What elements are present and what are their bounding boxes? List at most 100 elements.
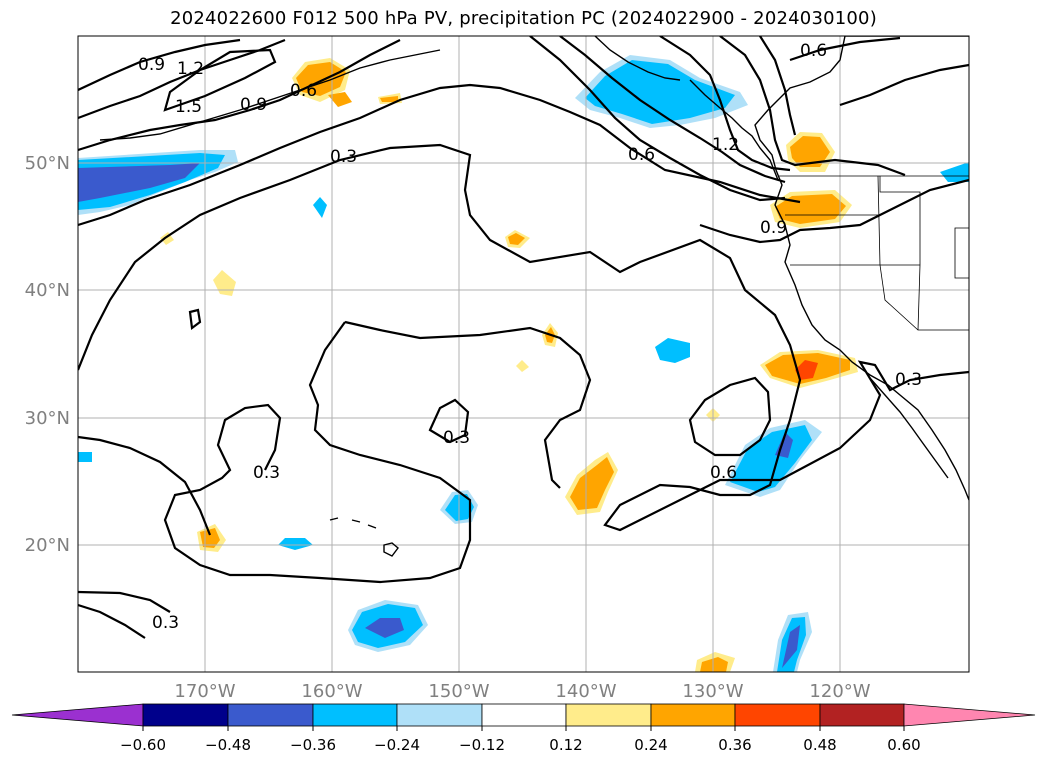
pv-contour xyxy=(78,143,969,532)
precip-positive-region xyxy=(380,96,398,102)
pv-contour xyxy=(188,308,202,331)
precip-negative-region xyxy=(365,618,404,638)
lat-label: 20°N xyxy=(25,535,70,556)
precip-positive-region xyxy=(508,233,525,245)
lon-label: 150°W xyxy=(428,681,489,702)
precip-positive-region xyxy=(790,136,830,167)
pv-contour xyxy=(78,38,241,91)
pv-contour xyxy=(163,48,277,112)
colorbar-segment xyxy=(396,703,483,727)
colorbar-segment xyxy=(565,703,652,727)
lat-label: 40°N xyxy=(25,280,70,301)
colorbar xyxy=(11,703,1036,731)
colorbar-tick-label: 0.60 xyxy=(887,736,920,754)
chart-title: 2024022600 F012 500 hPa PV, precipitatio… xyxy=(170,8,877,29)
contour-label: 0.3 xyxy=(253,463,280,483)
map-frame xyxy=(77,35,970,673)
contour-label: 0.9 xyxy=(240,95,267,115)
pv-contour xyxy=(78,39,401,152)
pv-contour xyxy=(839,63,969,107)
pv-contour xyxy=(688,376,772,457)
coastal-islands xyxy=(689,79,779,181)
colorbar-tick-label: 0.48 xyxy=(803,736,836,754)
pv-contour xyxy=(559,36,786,184)
colorbar-segment xyxy=(819,703,905,727)
aleutian-islands xyxy=(99,49,441,141)
precip-negative-region xyxy=(313,197,327,218)
contour-label: 0.9 xyxy=(760,218,787,238)
colorbar-tick-label: −0.12 xyxy=(459,736,505,754)
lat-label: 30°N xyxy=(25,408,70,429)
colorbar-tick-labels: −0.60 −0.48 −0.36 −0.24 −0.12 0.12 0.24 … xyxy=(120,736,921,754)
precip-positive-region xyxy=(795,360,818,380)
contour-label: 1.5 xyxy=(175,97,202,117)
pv-contour xyxy=(428,398,470,444)
colorbar-segment xyxy=(734,703,821,727)
state-borders xyxy=(785,175,969,331)
pv-contour xyxy=(78,435,212,536)
colorbar-segment xyxy=(650,703,736,727)
pv-contour xyxy=(344,320,592,489)
pv-contour xyxy=(719,36,906,177)
pv-contour-labels: 0.9 1.2 1.5 0.9 0.6 0.3 0.6 1.2 0.6 0.9 … xyxy=(138,41,922,633)
lat-label: 50°N xyxy=(25,153,70,174)
contour-label: 0.9 xyxy=(138,55,165,75)
pv-contour xyxy=(659,36,791,172)
precip-negative-region xyxy=(782,625,800,668)
coastlines xyxy=(99,36,969,557)
pv-contour xyxy=(78,590,171,613)
pv-contour xyxy=(78,603,146,639)
contour-label: 0.6 xyxy=(628,145,655,165)
pv-contour xyxy=(163,321,472,584)
contour-label: 0.3 xyxy=(330,147,357,167)
contour-label: 0.6 xyxy=(710,463,737,483)
contour-label: 1.2 xyxy=(712,135,739,155)
pv-contours xyxy=(78,36,969,639)
pv-contour xyxy=(529,36,786,202)
colorbar-tick-label: 0.24 xyxy=(634,736,667,754)
precip-positive-region xyxy=(160,232,174,245)
precip-positive-region xyxy=(516,360,529,372)
pv-contour xyxy=(789,36,901,62)
lon-label: 130°W xyxy=(682,681,743,702)
precip-positive-region xyxy=(700,657,728,672)
colorbar-segment xyxy=(142,703,229,727)
contour-label: 0.3 xyxy=(443,428,470,448)
colorbar-segment xyxy=(227,703,314,727)
pv-contour xyxy=(78,83,801,227)
lon-label: 160°W xyxy=(301,681,362,702)
hawaiian-islands xyxy=(329,517,399,557)
contour-label: 0.3 xyxy=(895,370,922,390)
precip-negative-region xyxy=(78,163,200,202)
pv-contour xyxy=(759,36,797,136)
contour-label: 0.6 xyxy=(290,81,317,101)
latitude-labels: 50°N 40°N 30°N 20°N xyxy=(25,153,70,556)
precip-negative-region xyxy=(78,452,92,462)
precip-positive-region xyxy=(328,92,352,107)
baja-peninsula xyxy=(869,377,949,479)
lon-label: 170°W xyxy=(174,681,235,702)
precip-negative-region xyxy=(940,162,969,182)
alaska-coast xyxy=(594,36,681,81)
colorbar-extend-max xyxy=(903,703,1036,727)
colorbar-tick-label: −0.24 xyxy=(374,736,420,754)
precip-negative-region xyxy=(585,60,735,124)
colorbar-tick-label: 0.36 xyxy=(718,736,751,754)
pv-contour xyxy=(699,178,969,244)
colorbar-extend-min xyxy=(11,703,144,727)
colorbar-tick-label: −0.48 xyxy=(205,736,251,754)
precip-positive-region xyxy=(570,457,614,510)
lon-label: 120°W xyxy=(809,681,870,702)
political-borders xyxy=(778,175,969,331)
north-america-coastline xyxy=(754,36,969,501)
contour-label: 1.2 xyxy=(177,59,204,79)
contour-label: 0.6 xyxy=(800,41,827,61)
colorbar-tick-label: 0.12 xyxy=(549,736,582,754)
longitude-labels: 170°W 160°W 150°W 140°W 130°W 120°W xyxy=(174,681,870,702)
colorbar-segment xyxy=(481,703,567,727)
precip-negative-region xyxy=(278,538,313,550)
precip-negative-region xyxy=(655,338,690,363)
colorbar-tick-marks xyxy=(142,726,905,731)
colorbar-segment xyxy=(312,703,398,727)
